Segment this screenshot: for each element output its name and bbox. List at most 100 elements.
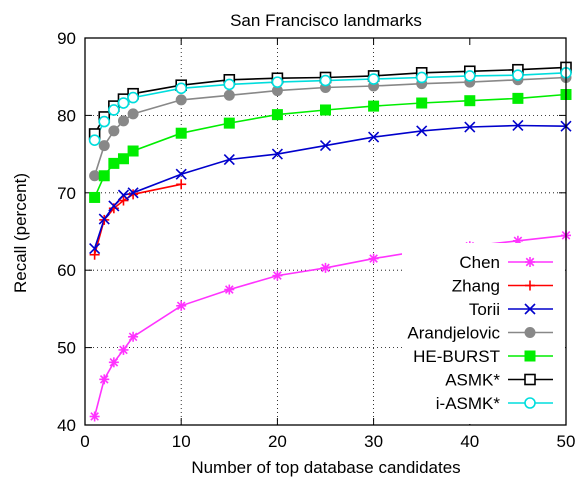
legend-marker-i-asmk [524, 397, 536, 409]
y-tick-label: 60 [57, 261, 76, 280]
legend-label-zhang: Zhang [452, 277, 500, 296]
legend-marker-torii [524, 303, 536, 315]
data-point-chen [320, 262, 331, 273]
data-point-he-burst [464, 95, 476, 107]
x-axis-label: Number of top database candidates [191, 458, 460, 477]
marker-stroke [524, 303, 536, 315]
legend-label-asmk: ASMK* [445, 371, 500, 390]
y-axis-label: Recall (percent) [11, 173, 30, 293]
series-markers-i-asmk [88, 67, 572, 146]
data-point-he-burst [117, 153, 129, 165]
legend-marker-zhang [525, 280, 535, 291]
data-point-i-asmk [463, 70, 476, 82]
marker-stroke [90, 412, 99, 421]
y-tick-label: 70 [57, 184, 76, 203]
data-point-chen [272, 270, 283, 281]
x-tick-label: 30 [364, 432, 383, 451]
legend-background [402, 243, 565, 424]
data-point-torii [175, 168, 187, 180]
data-point-torii [512, 119, 524, 132]
legend-marker-he-burst [524, 350, 536, 362]
marker-stroke [128, 332, 138, 342]
data-point-he-burst [108, 157, 120, 169]
series-markers-he-burst [89, 89, 572, 203]
data-point-chen [108, 357, 119, 368]
data-point-zhang [128, 189, 139, 200]
data-point-arandjelovic [117, 115, 129, 127]
data-point-arandjelovic [89, 170, 101, 182]
marker-stroke [464, 121, 476, 133]
legend-label-i-asmk: i-ASMK* [436, 394, 501, 413]
data-point-chen [89, 411, 100, 422]
data-point-i-asmk [512, 69, 524, 81]
marker-stroke [512, 119, 524, 132]
x-tick-label: 10 [172, 432, 191, 451]
data-point-torii [464, 121, 476, 133]
data-point-i-asmk [223, 78, 236, 91]
data-point-torii [223, 153, 235, 166]
data-point-torii [89, 242, 101, 255]
data-point-arandjelovic [98, 140, 110, 152]
marker-stroke [117, 189, 130, 201]
y-tick-label: 80 [57, 106, 76, 125]
data-point-zhang [176, 179, 187, 190]
marker-stroke [175, 168, 187, 180]
marker-stroke [89, 242, 101, 255]
data-point-he-burst [127, 145, 139, 157]
x-tick-label: 40 [460, 432, 479, 451]
legend-marker-asmk [524, 373, 536, 386]
plot-frame [84, 37, 567, 426]
data-point-torii [368, 131, 380, 143]
data-point-i-asmk [88, 134, 101, 146]
data-point-he-burst [320, 104, 331, 116]
legend: Chen Zhang Torii Arandjelovic HE-BURST ASMK* i… [402, 243, 565, 424]
data-point-he-burst [89, 191, 101, 203]
legend-label-arandjelovic: Arandjelovic [407, 324, 500, 343]
data-point-chen [224, 284, 235, 295]
marker-stroke [99, 375, 109, 384]
chart-title: San Francisco landmarks [230, 11, 422, 30]
y-tick-label: 50 [57, 339, 76, 358]
data-point-chen [176, 300, 187, 311]
data-point-zhang [89, 249, 100, 260]
data-point-he-burst [223, 117, 235, 129]
marker-stroke [108, 200, 120, 212]
data-point-torii [271, 148, 283, 160]
marker-stroke [369, 254, 378, 263]
marker-stroke [176, 301, 186, 311]
marker-stroke [319, 140, 332, 152]
data-point-arandjelovic [175, 94, 187, 106]
marker-stroke [223, 153, 235, 166]
x-tick-label: 0 [80, 432, 89, 451]
data-point-torii [416, 125, 428, 137]
data-point-torii [108, 200, 120, 212]
marker-stroke [224, 285, 234, 294]
data-point-he-burst [98, 170, 110, 182]
marker-stroke [321, 263, 330, 273]
data-point-i-asmk [319, 74, 332, 87]
marker-stroke [273, 271, 282, 280]
legend-label-he-burst: HE-BURST [413, 347, 500, 366]
data-point-i-asmk [415, 71, 428, 84]
data-point-torii [127, 187, 139, 199]
data-point-he-burst [416, 97, 428, 109]
data-point-he-burst [368, 100, 380, 112]
data-point-chen [368, 253, 379, 264]
x-tick-label: 50 [557, 432, 576, 451]
marker-stroke [109, 357, 119, 367]
data-point-arandjelovic [127, 108, 139, 120]
data-point-i-asmk [117, 97, 130, 109]
legend-label-torii: Torii [469, 300, 500, 319]
y-tick-label: 40 [57, 416, 76, 435]
marker-stroke [368, 131, 380, 143]
data-point-i-asmk [127, 91, 139, 104]
data-point-torii [117, 189, 130, 201]
data-point-zhang [118, 195, 129, 206]
data-point-torii [98, 213, 110, 225]
data-point-torii [319, 140, 332, 152]
marker-stroke [271, 148, 283, 160]
data-point-he-burst [175, 127, 187, 139]
marker-stroke [98, 213, 110, 225]
data-point-arandjelovic [223, 89, 235, 101]
